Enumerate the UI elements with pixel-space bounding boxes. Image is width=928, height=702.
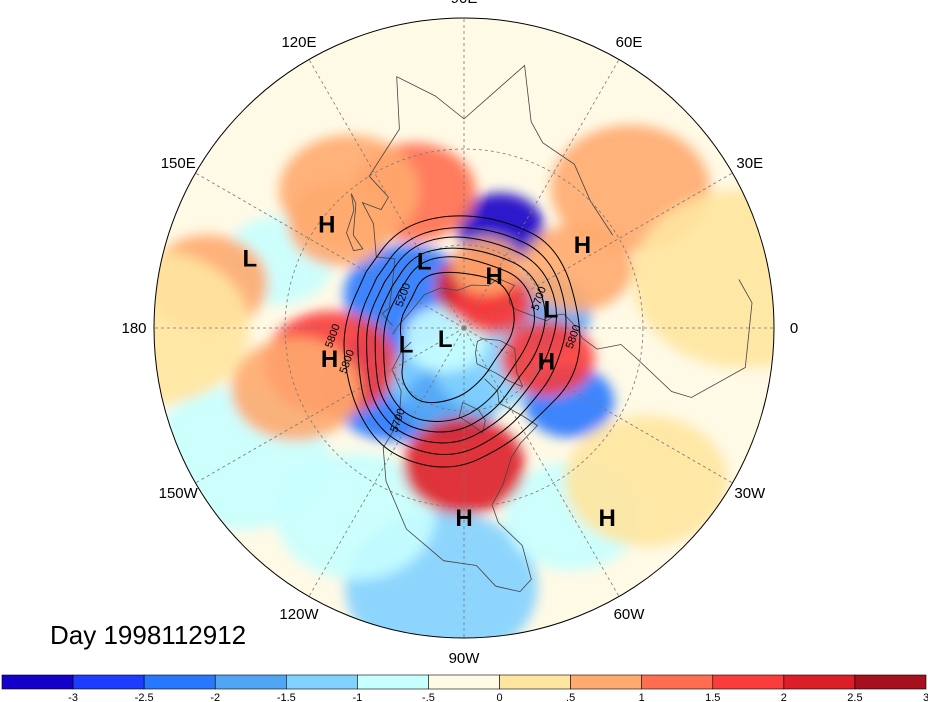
anomaly-blob-29	[632, 189, 774, 368]
colorbar-box-0	[1, 674, 74, 690]
colorbar-box-7	[499, 674, 571, 690]
high-center-8: H	[574, 232, 591, 259]
colorbar-box-12	[854, 674, 927, 690]
low-center-7: L	[544, 297, 559, 324]
longitude-label-lon-150e: 150E	[161, 155, 196, 172]
coastline-1	[484, 378, 539, 592]
meridian-lon-120w	[308, 327, 465, 597]
colorbar-box-6	[428, 674, 500, 690]
high-center-11: H	[598, 505, 615, 532]
contour-5600	[366, 236, 557, 444]
low-center-4: L	[399, 332, 414, 359]
meridian-lon-150w	[195, 327, 465, 484]
high-center-2: H	[321, 346, 338, 373]
anomaly-shading	[154, 124, 774, 638]
meridian-lon-150e	[195, 172, 465, 329]
colorbar-tick-0: -3	[68, 692, 78, 702]
coastline-7	[346, 193, 364, 252]
longitude-label-lon-0: 0	[790, 320, 798, 337]
map-border	[153, 17, 775, 639]
colorbar-tick-10: 2	[781, 692, 787, 702]
high-center-10: H	[455, 505, 472, 532]
colorbar-box-4	[286, 674, 358, 690]
colorbar-box-11	[783, 674, 856, 690]
colorbar-box-10	[712, 674, 785, 690]
contour-5500	[374, 247, 546, 433]
longitude-label-lon-90w: 90W	[449, 650, 481, 667]
longitude-label-lon-60w: 60W	[614, 606, 646, 623]
latitude-circle-30	[284, 148, 644, 508]
meridian-lon-30w	[463, 327, 733, 484]
coastline-4	[392, 278, 622, 350]
contour-5400	[383, 256, 535, 422]
contour-5200	[399, 271, 515, 404]
colorbar-box-5	[357, 674, 429, 690]
low-center-5: L	[438, 326, 453, 353]
meridian-lon-60e	[463, 59, 620, 329]
low-center-1: L	[242, 245, 257, 272]
colorbar-tick-5: -.5	[422, 692, 435, 702]
contour-5700	[357, 227, 567, 456]
coastline-5	[620, 279, 753, 398]
colorbar-box-3	[214, 674, 287, 690]
date-label: Day 1998112912	[50, 620, 247, 650]
height-contours	[343, 215, 581, 468]
coastline-2	[458, 401, 486, 434]
longitude-label-lon-90e: 90E	[451, 0, 478, 7]
colorbar-tick-2: -2	[210, 692, 220, 702]
contour-5800	[343, 215, 581, 468]
longitude-label-lon-150w: 150W	[159, 485, 199, 502]
longitude-label-lon-120w: 120W	[279, 606, 319, 623]
anomaly-blob-28	[564, 415, 729, 547]
meridian-lon-30e	[463, 172, 733, 329]
longitude-label-lon-60e: 60E	[616, 34, 643, 51]
latitude-circle-60	[380, 244, 548, 412]
high-center-9: H	[538, 348, 555, 375]
colorbar-tick-9: 1.5	[705, 692, 720, 702]
colorbar-tick-12: 3	[923, 692, 928, 702]
colorbar-box-1	[72, 674, 145, 690]
longitude-label-lon-30w: 30W	[734, 485, 766, 502]
coastline-3	[475, 338, 524, 388]
colorbar-tick-8: 1	[639, 692, 645, 702]
meridian-lon-60w	[463, 327, 620, 597]
anomaly-blob-27	[154, 251, 250, 405]
colorbar-tick-6: 0	[496, 692, 502, 702]
anomaly-blob-23	[287, 182, 393, 267]
colorbar-tick-7: .5	[566, 692, 575, 702]
high-center-6: H	[485, 263, 502, 290]
longitude-label-lon-30e: 30E	[736, 155, 763, 172]
graticule	[154, 18, 774, 638]
map-disk	[154, 18, 774, 638]
meridian-lon-120e	[308, 59, 465, 329]
colorbar-box-9	[641, 674, 714, 690]
colorbar: -3 -2.5 -2 -1.5 -1 -.5 0 .5 1 1.5 2 2.5 3	[1, 674, 928, 702]
anomaly-blob-16	[450, 237, 523, 295]
low-center-3: L	[417, 249, 432, 276]
colorbar-tick-4: -1	[352, 692, 362, 702]
high-center-0: H	[318, 212, 335, 239]
longitude-label-lon-120e: 120E	[281, 34, 316, 51]
longitude-label-lon-180: 180	[121, 320, 146, 337]
colorbar-tick-3: -1.5	[277, 692, 296, 702]
colorbar-box-8	[570, 674, 642, 690]
colorbar-tick-1: -2.5	[135, 692, 154, 702]
coastline-0	[382, 341, 521, 592]
coastlines	[346, 64, 753, 592]
colorbar-box-2	[143, 674, 216, 690]
longitude-labels: 90E 60E 30E 0 30W 60W 90W 120W 150W 180 150E 120E	[121, 0, 798, 667]
colorbar-tick-11: 2.5	[847, 692, 862, 702]
coastline-6	[361, 64, 614, 326]
